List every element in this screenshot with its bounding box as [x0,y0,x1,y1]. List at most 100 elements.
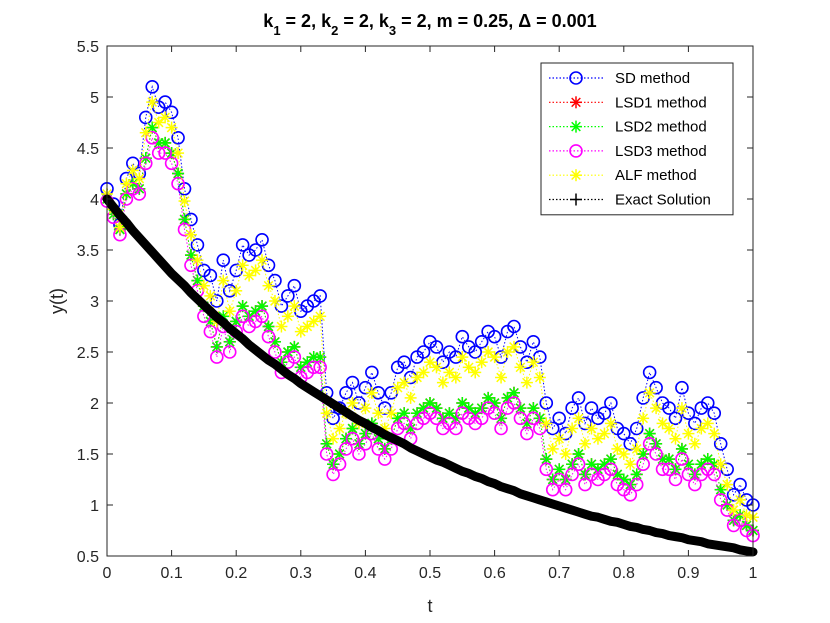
marker-stroke [612,444,623,454]
marker-stroke [147,97,158,107]
marker-stroke [444,367,455,378]
chart-title-part: 3 [389,23,396,38]
data-point-alf-method [669,432,682,445]
data-point-alf-method [126,164,139,177]
data-point-alf-method [320,407,333,420]
marker-stroke [231,316,242,327]
data-point-lsd3-method [668,472,683,487]
data-point-lsd2-method [398,407,411,420]
marker-stroke [121,178,132,189]
data-point-alf-method [462,361,475,374]
marker-stroke [308,316,319,327]
marker-stroke [463,403,474,413]
data-point-alf-method [520,376,533,389]
marker-stroke [444,408,455,419]
marker-stroke [160,138,170,148]
data-point-alf-method [365,386,378,399]
marker-stroke [302,321,313,332]
x-tick-label: 0 [103,565,112,582]
data-point-alf-method [572,412,585,425]
marker-stroke [289,301,300,311]
data-point-alf-method [501,346,514,358]
x-tick-label: 0.3 [290,565,312,582]
legend-item-lsd1-method: LSD1 method [549,94,707,111]
data-point-lsd3-method [604,462,618,477]
y-tick-label: 5.5 [77,39,99,56]
data-point-alf-method [663,422,676,435]
data-point-alf-method [734,493,747,506]
data-point-alf-method [488,351,501,364]
data-point-lsd3-method [629,477,644,492]
marker-stroke [722,479,733,490]
chart-title-part: 2 [331,23,338,38]
x-axis-label: t [427,596,432,616]
data-point-lsd3-method [287,350,302,364]
marker-stroke [127,165,138,176]
data-point-sd-method [675,380,689,395]
data-point-lsd3-method [558,482,573,497]
data-point-lsd3-method [132,187,147,201]
marker-stroke [722,500,733,510]
marker-stroke [593,433,603,444]
data-point-lsd3-method [513,411,528,426]
marker-stroke [586,459,597,470]
data-point-alf-method [682,427,695,440]
data-point-lsd2-method [146,121,159,134]
marker-stroke [502,347,513,357]
data-point-lsd3-method [358,436,373,451]
data-point-alf-method [527,356,540,369]
marker-stroke [638,413,649,424]
legend-label: LSD1 method [615,94,707,111]
data-point-alf-method [495,371,508,384]
chart-title: k1 = 2, k2 = 2, k3 = 2, m = 0.25, Δ = 0.… [263,11,596,38]
marker-stroke [664,423,674,434]
data-point-alf-method [714,458,727,471]
marker-stroke [644,428,655,439]
marker-stroke [677,444,687,454]
legend-marker [570,96,582,109]
data-point-lsd3-method [319,447,334,461]
legend: SD method LSD1 method LSD2 method LSD3 meth… [540,62,734,216]
data-point-alf-method [417,366,430,379]
x-tick-label: 0.5 [419,565,441,582]
data-point-alf-method [637,412,650,425]
marker-stroke [677,403,687,413]
marker-stroke [250,306,261,317]
marker-stroke [515,362,526,373]
data-point-lsd3-method [655,462,670,477]
marker-stroke [360,403,371,413]
data-point-alf-method [617,448,630,460]
marker-stroke [528,357,539,368]
marker-stroke [450,372,461,383]
marker-stroke [489,352,500,362]
marker-stroke [509,342,519,352]
data-point-alf-method [120,177,133,190]
data-point-lsd3-method [545,482,560,497]
data-point-lsd3-method [345,431,360,446]
marker-stroke [179,196,190,206]
marker-stroke [270,296,280,306]
marker-stroke [457,352,468,362]
y-tick-label: 3.5 [77,243,99,260]
data-point-lsd3-method [339,442,353,456]
legend-marker [570,169,582,182]
data-point-lsd2-method [617,473,630,486]
marker-stroke [631,469,642,480]
data-point-alf-method [172,147,185,160]
data-point-alf-method [372,407,385,420]
data-point-lsd3-method [649,447,663,461]
data-point-sd-method [526,334,541,349]
data-point-alf-method [727,504,740,517]
data-point-sd-method [416,345,431,359]
data-point-lsd3-method [571,457,586,472]
marker-stroke [463,362,474,373]
marker-stroke [237,301,248,311]
data-point-lsd3-method [171,176,185,191]
data-point-sd-method [468,345,483,359]
data-point-lsd3-method [352,447,366,461]
marker-stroke [554,464,565,475]
data-point-sd-method [158,95,172,109]
marker-stroke [476,357,487,368]
data-point-alf-method [385,407,398,420]
data-point-alf-method [184,228,197,241]
